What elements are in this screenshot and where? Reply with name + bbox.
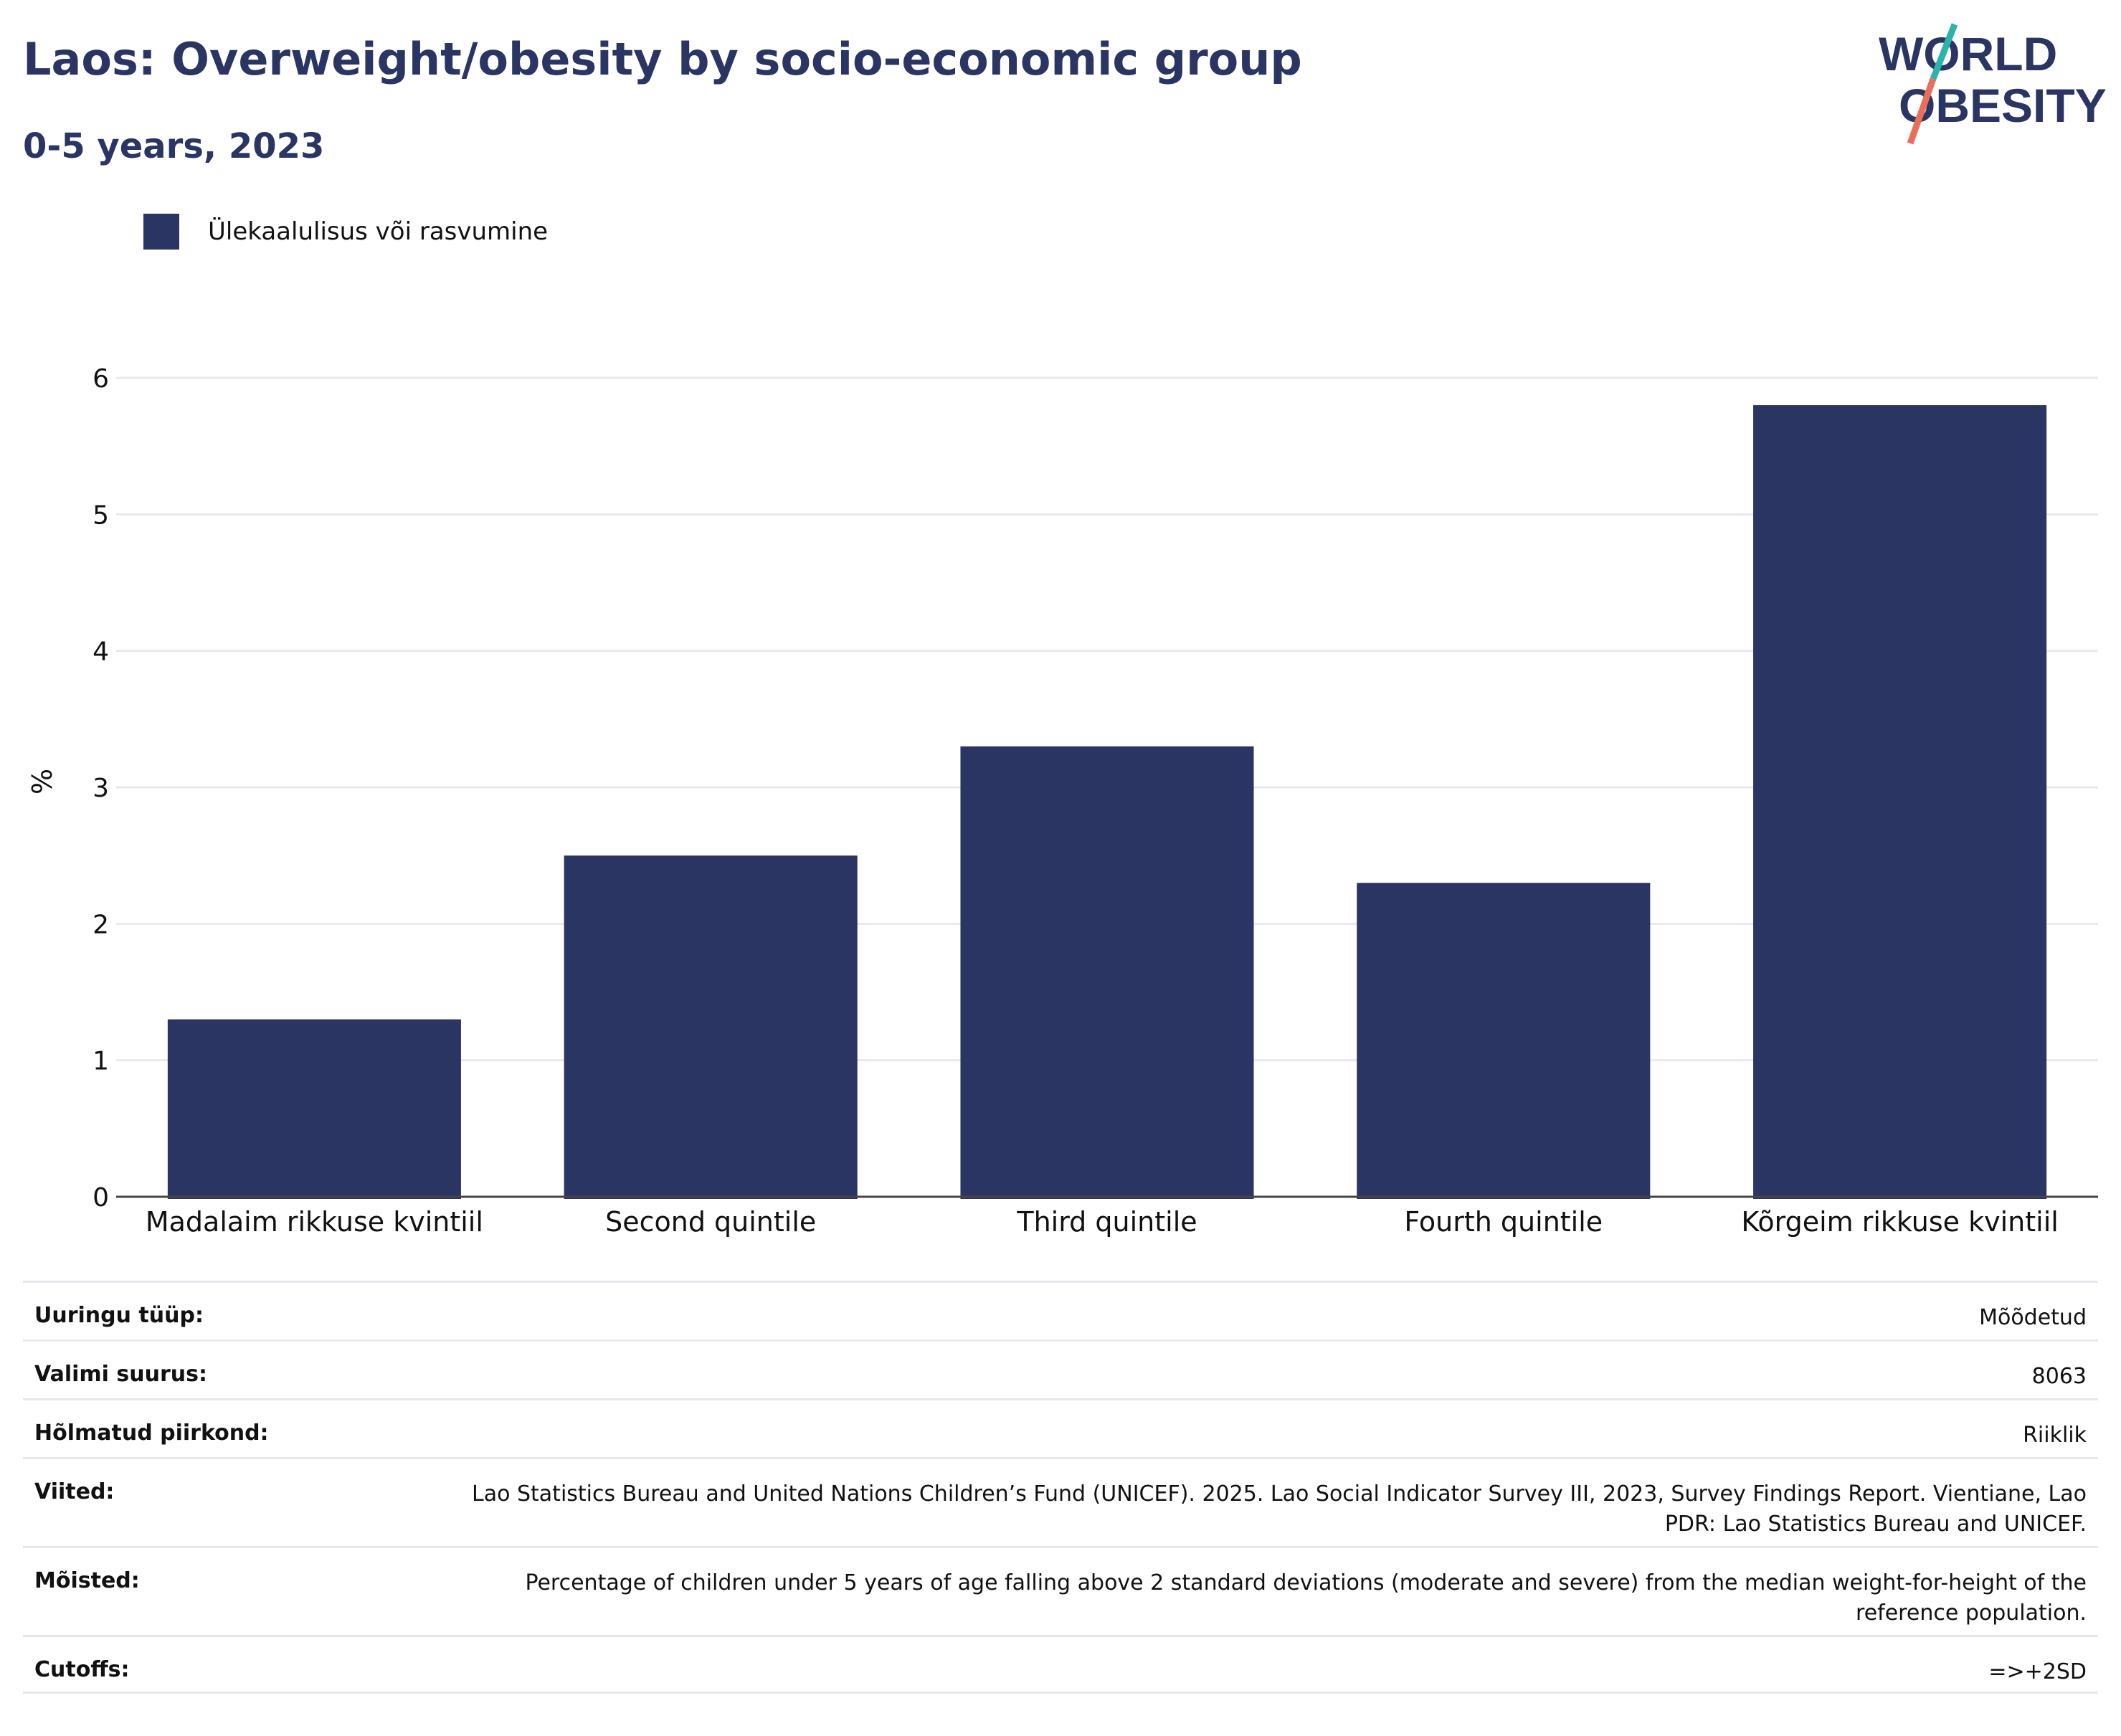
metadata-value: =>+2SD [1988,1659,2087,1684]
bar-layer [167,405,2047,1199]
logo-slash-coral [1907,77,1937,145]
y-tick-label: 1 [92,1047,109,1076]
bar [960,746,1254,1199]
metadata-table: Uuringu tüüp: Mõõdetud Valimi suurus: 8063 H… [23,1281,2098,1694]
metadata-key: Cutoffs: [34,1657,130,1682]
x-tick-label: Fourth quintile [1404,1206,1603,1238]
y-tick-label: 6 [92,364,109,394]
metadata-value: Lao Statistics Bureau and United Nations… [472,1481,2087,1537]
metadata-key: Valimi suurus: [34,1362,207,1387]
metadata-row: Hõlmatud piirkond: Riiklik [23,1398,2098,1457]
x-tick-label: Kõrgeim rikkuse kvintiil [1741,1206,2058,1238]
axis-layer: 0 1 2 3 4 5 6 Madalaim rikkuse kvintiil Second q… [92,364,2098,1238]
bar-chart: 0 1 2 3 4 5 6 Madalaim rikkuse kvintiil Second q… [27,364,2098,1238]
metadata-row: Valimi suurus: 8063 [23,1339,2098,1398]
y-tick-label: 0 [92,1183,109,1213]
bar [564,855,858,1199]
chart-title: Laos: Overweight/obesity by socio-econom… [23,33,1302,85]
y-tick-label: 3 [92,774,109,803]
x-tick-label: Third quintile [1016,1206,1197,1238]
metadata-value: Mõõdetud [1979,1305,2087,1330]
bar [167,1019,461,1199]
bar [1357,883,1651,1199]
logo-slash-teal [1930,23,1958,80]
y-tick-label: 5 [92,501,109,530]
metadata-row: Mõisted: Percentage of children under 5 y… [23,1546,2098,1635]
metadata-value: 8063 [2031,1364,2087,1389]
x-tick-label: Madalaim rikkuse kvintiil [146,1206,483,1238]
y-tick-label: 4 [92,637,109,667]
metadata-key: Viited: [34,1479,115,1504]
chart-subtitle: 0-5 years, 2023 [23,126,325,166]
world-obesity-logo: WORLD OBESITY [1879,23,2107,145]
metadata-key: Mõisted: [34,1568,140,1593]
bar [1753,405,2047,1199]
legend-label: Ülekaalulisus või rasvumine [208,217,549,246]
metadata-value: Riiklik [2023,1423,2087,1448]
legend-swatch [143,214,179,250]
metadata-row: Cutoffs: =>+2SD [23,1635,2098,1694]
metadata-value: Percentage of children under 5 years of … [525,1570,2087,1626]
logo-line1: WORLD [1879,27,2057,80]
legend: Ülekaalulisus või rasvumine [143,214,548,250]
y-tick-label: 2 [92,910,109,939]
metadata-row: Uuringu tüüp: Mõõdetud [23,1281,2098,1339]
x-tick-label: Second quintile [605,1206,816,1238]
y-axis-label: % [27,769,58,795]
metadata-row: Viited: Lao Statistics Bureau and United … [23,1457,2098,1546]
metadata-key: Uuringu tüüp: [34,1303,204,1328]
metadata-key: Hõlmatud piirkond: [34,1420,269,1446]
